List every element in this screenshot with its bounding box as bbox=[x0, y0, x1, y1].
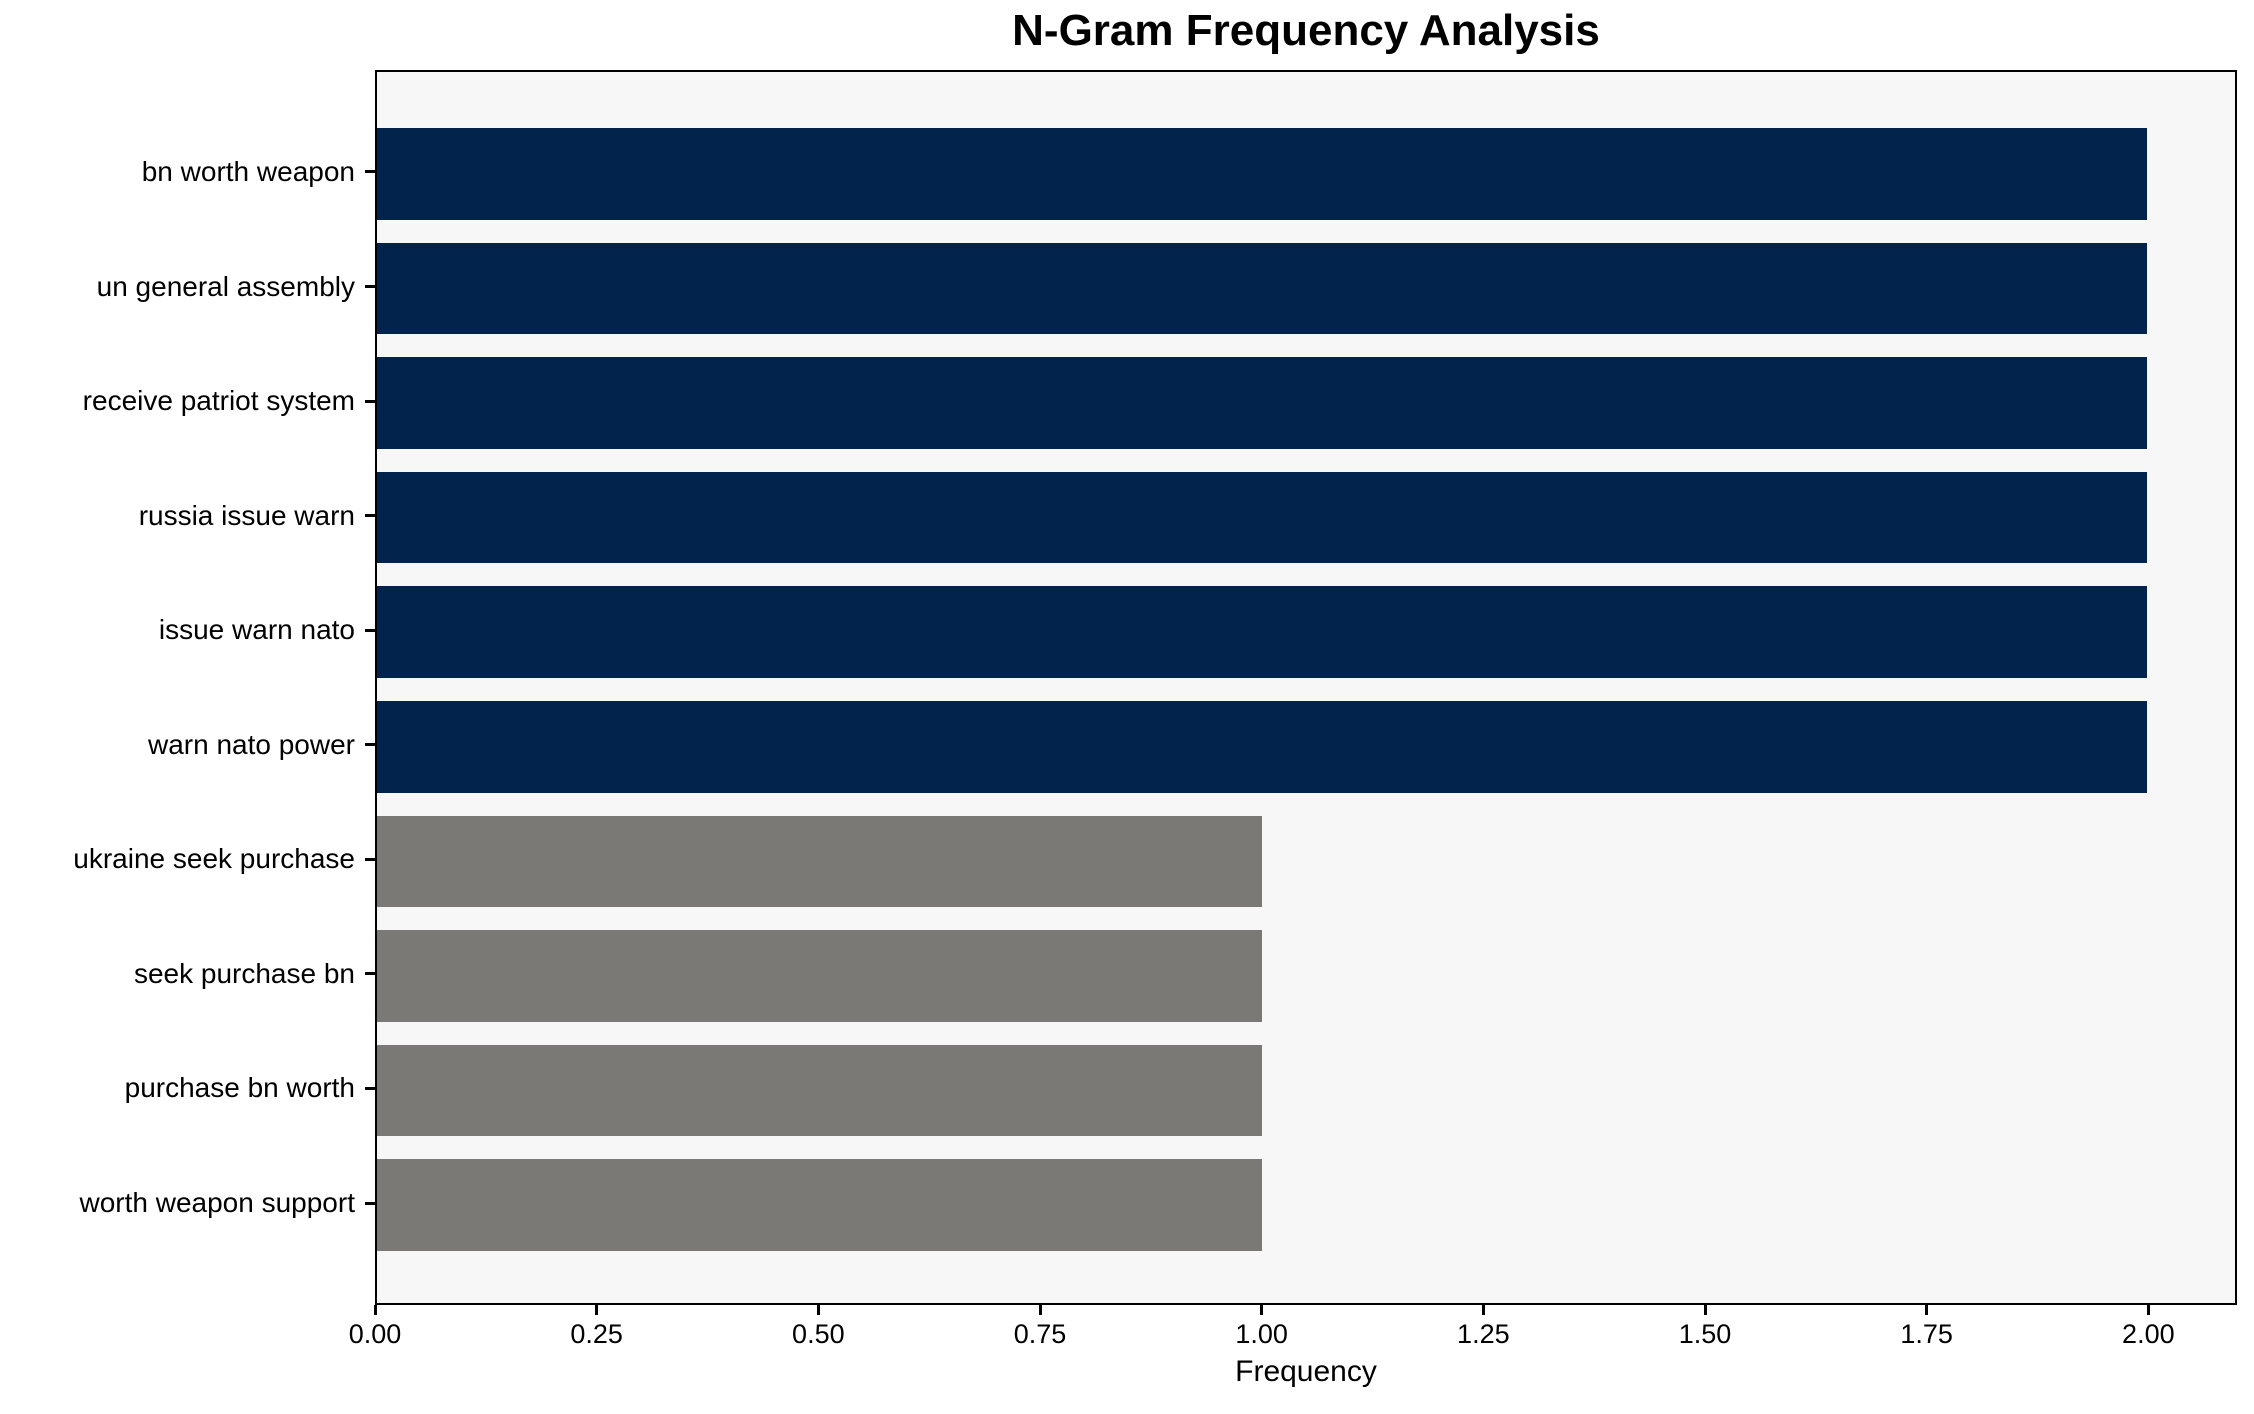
y-tick-mark bbox=[365, 399, 375, 403]
x-tick-mark bbox=[1038, 1305, 1042, 1315]
x-tick-mark bbox=[1481, 1305, 1485, 1315]
y-tick-mark bbox=[365, 628, 375, 632]
bar-un-general-assembly bbox=[377, 242, 2147, 335]
y-tick-label: ukraine seek purchase bbox=[73, 843, 355, 875]
bar-seek-purchase-bn bbox=[377, 930, 1262, 1022]
x-tick-label: 1.25 bbox=[1457, 1319, 1510, 1349]
bar-ukraine-seek-purchase bbox=[377, 815, 1262, 908]
bar-russia-issue-warn bbox=[377, 471, 2147, 564]
bar-worth-weapon-support bbox=[377, 1159, 1262, 1251]
y-tick-label: worth weapon support bbox=[79, 1187, 355, 1219]
y-tick-label: purchase bn worth bbox=[124, 1072, 355, 1104]
y-tick-mark bbox=[365, 170, 375, 174]
y-tick-mark bbox=[365, 514, 375, 518]
x-tick-label: 1.00 bbox=[1235, 1319, 1288, 1349]
y-tick-label: receive patriot system bbox=[82, 385, 355, 417]
y-tick-label: issue warn nato bbox=[158, 614, 355, 646]
y-tick-label: un general assembly bbox=[96, 270, 355, 302]
bar-issue-warn-nato bbox=[377, 586, 2147, 679]
x-tick-label: 0.75 bbox=[1013, 1319, 1067, 1349]
x-tick-mark bbox=[595, 1305, 599, 1315]
y-tick-mark bbox=[365, 285, 375, 289]
y-tick-mark bbox=[365, 857, 375, 861]
y-tick-label: warn nato power bbox=[147, 728, 355, 760]
x-tick-label: 0.50 bbox=[792, 1319, 845, 1349]
x-tick-mark bbox=[373, 1305, 377, 1315]
x-tick-mark bbox=[1260, 1305, 1264, 1315]
x-tick-label: 1.75 bbox=[1900, 1319, 1953, 1349]
x-tick-mark bbox=[2146, 1305, 2150, 1315]
chart-title: N-Gram Frequency Analysis bbox=[1012, 6, 1600, 55]
y-tick-mark bbox=[365, 743, 375, 747]
bar-receive-patriot-system bbox=[377, 357, 2147, 449]
bar-purchase-bn-worth bbox=[377, 1044, 1262, 1137]
plot-area bbox=[375, 70, 2237, 1305]
y-tick-label: seek purchase bn bbox=[133, 957, 355, 989]
x-tick-label: 1.50 bbox=[1678, 1319, 1732, 1349]
x-axis: 0.00 0.25 0.50 0.75 1.00 1.25 1.50 1.75 2.00 bbox=[349, 1305, 2237, 1365]
x-tick-label: 0.00 bbox=[348, 1319, 402, 1349]
x-tick-mark bbox=[1703, 1305, 1707, 1315]
x-tick-mark bbox=[1925, 1305, 1929, 1315]
bar-bn-worth-weapon bbox=[377, 128, 2147, 220]
x-tick-label: 2.00 bbox=[2122, 1319, 2175, 1349]
y-tick-mark bbox=[365, 1086, 375, 1090]
y-tick-label: bn worth weapon bbox=[141, 155, 355, 187]
x-tick-mark bbox=[816, 1305, 820, 1315]
x-tick-label: 0.25 bbox=[570, 1319, 623, 1349]
y-tick-mark bbox=[365, 1201, 375, 1205]
bar-warn-nato-power bbox=[377, 700, 2147, 793]
y-tick-mark bbox=[365, 972, 375, 976]
y-axis: bn worth weapon un general assembly receiv… bbox=[0, 70, 375, 1305]
x-axis-label: Frequency bbox=[1235, 1355, 1377, 1388]
y-tick-label: russia issue warn bbox=[138, 499, 355, 531]
